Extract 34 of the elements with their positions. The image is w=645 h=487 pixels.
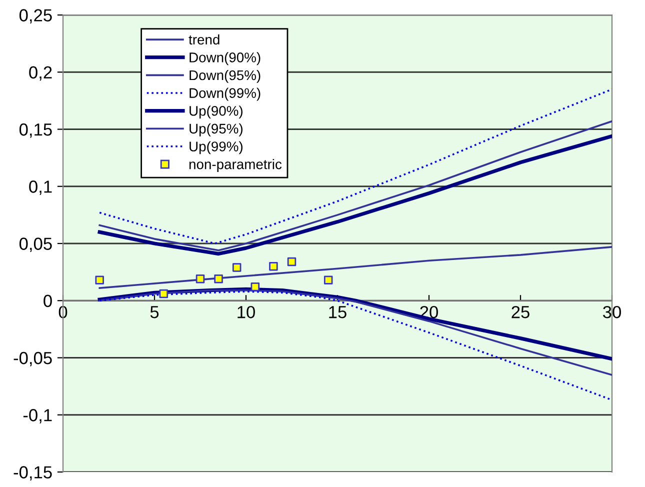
x-tick-label: 15: [329, 306, 346, 318]
x-tick-label: 25: [512, 306, 530, 318]
y-tick-label: -0,05: [14, 352, 52, 366]
point: [214, 274, 223, 284]
line-series: [98, 246, 612, 289]
legend-label: Down(90%): [190, 52, 260, 66]
legend-label: trend: [188, 34, 220, 45]
point: [250, 282, 260, 292]
legend-label: Up(95%): [190, 123, 242, 136]
y-tick-label: 0,2: [29, 66, 52, 81]
point: [232, 263, 242, 272]
y-tick-label: -0,1: [23, 409, 52, 424]
y-tick-label: 0,15: [19, 123, 52, 138]
point: [287, 257, 296, 266]
x-tick-label: 30: [603, 306, 621, 318]
y-tick-label: 0,1: [29, 180, 52, 195]
y-tick-label: -0,15: [14, 466, 52, 481]
legend-label: Down(99%): [190, 88, 260, 101]
y-tick-label: 0,25: [19, 9, 52, 24]
x-tick-label: 10: [238, 306, 255, 318]
x-tick-label: 5: [150, 306, 159, 318]
legend-label: Up(90%): [190, 106, 242, 119]
point: [159, 289, 168, 298]
y-tick-label: 0: [44, 294, 52, 308]
legend-label: non-parametric: [189, 159, 282, 172]
x-tick-label: 0: [58, 306, 68, 318]
point: [95, 276, 104, 284]
point: [324, 276, 333, 284]
point: [269, 262, 278, 271]
y-tick-label: 0,05: [19, 238, 52, 252]
legend-label: Up(99%): [190, 141, 242, 154]
legend-label: Down(95%): [190, 70, 260, 83]
point: [196, 274, 205, 284]
line-series: [98, 88, 612, 244]
